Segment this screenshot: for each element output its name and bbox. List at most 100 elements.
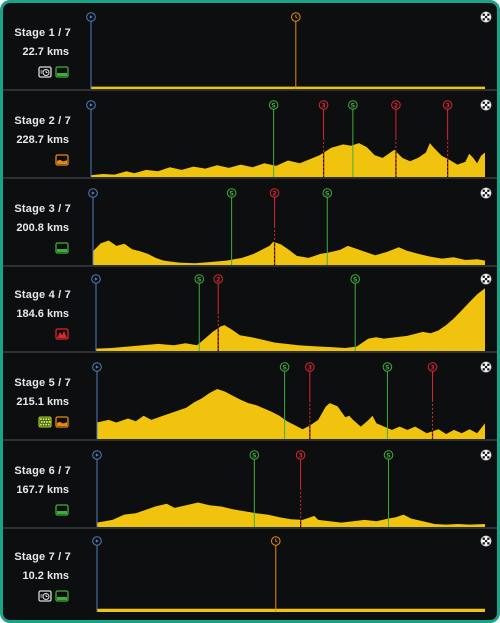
stage-name: Stage 1 / 7 (14, 27, 71, 39)
stage-distance: 200.8 kms (16, 222, 69, 234)
start-icon[interactable] (88, 188, 98, 198)
sprint-marker[interactable]: S (226, 188, 237, 265)
climb-marker[interactable]: 3 (442, 100, 453, 177)
stage-row[interactable]: Stage 5 / 7 215.1 kms S 3 S 3 (3, 353, 497, 439)
stage-divider (3, 265, 497, 267)
climb-category: 2 (216, 275, 221, 283)
climb-marker[interactable]: 2 (213, 274, 224, 351)
sprint-marker[interactable]: S (279, 362, 290, 439)
sprint-marker[interactable]: S (382, 362, 393, 439)
flat-icon (55, 242, 69, 254)
stage-distance: 10.2 kms (22, 570, 69, 582)
finish-flag-icon[interactable] (480, 99, 492, 111)
climb-category: 3 (308, 363, 313, 371)
stage-name: Stage 7 / 7 (14, 551, 71, 563)
stage-row[interactable]: Stage 6 / 7 167.7 kms S 3 S (3, 441, 497, 527)
start-icon[interactable] (92, 536, 102, 546)
climb-marker[interactable]: 3 (427, 362, 438, 439)
sprint-marker[interactable]: S (249, 450, 260, 527)
stage-info: Stage 2 / 7 228.7 kms (3, 91, 83, 177)
stage-name: Stage 3 / 7 (14, 203, 71, 215)
climb-marker[interactable]: 3 (318, 100, 329, 177)
stage-row[interactable]: Stage 1 / 7 22.7 kms (3, 3, 497, 89)
sprint-marker[interactable]: S (383, 450, 394, 527)
svg-text:S: S (325, 189, 330, 197)
climb-marker[interactable]: 2 (269, 188, 280, 265)
stage-info: Stage 5 / 7 215.1 kms (3, 353, 83, 439)
climb-category: 2 (394, 101, 399, 109)
sprint-marker[interactable]: S (350, 274, 360, 351)
stage-row[interactable]: Stage 4 / 7 184.6 kms S 2 S (3, 265, 497, 351)
svg-text:S: S (252, 451, 257, 459)
stage-distance: 22.7 kms (22, 46, 69, 58)
time-trial-icon (38, 66, 52, 78)
stage-row[interactable]: Stage 3 / 7 200.8 kms S 2 S (3, 179, 497, 265)
stage-name: Stage 4 / 7 (14, 289, 71, 301)
profile-fill (91, 143, 485, 177)
stage-name: Stage 2 / 7 (14, 115, 71, 127)
svg-text:S: S (282, 363, 287, 371)
stage-type-icons (55, 504, 69, 516)
elevation-profile: S 2 S (88, 187, 492, 265)
cobbles-icon (38, 416, 52, 428)
profile-fill (91, 86, 485, 89)
elevation-profile: S 3 S (92, 449, 492, 527)
climb-marker[interactable]: 2 (391, 100, 401, 177)
finish-flag-icon[interactable] (480, 273, 492, 285)
finish-flag-icon[interactable] (480, 449, 492, 461)
hilly-icon (55, 416, 69, 428)
stage-type-icons (55, 242, 69, 254)
start-icon[interactable] (86, 100, 96, 110)
profile-fill (97, 389, 485, 439)
stage-divider (3, 351, 497, 353)
climb-category: 2 (272, 189, 277, 197)
stage-info: Stage 7 / 7 10.2 kms (3, 527, 83, 613)
stage-name: Stage 6 / 7 (14, 465, 71, 477)
time-check-marker[interactable] (291, 12, 301, 89)
climb-category: 3 (430, 363, 435, 371)
stage-distance: 184.6 kms (16, 308, 69, 320)
sprint-marker[interactable]: S (322, 188, 333, 265)
start-icon[interactable] (91, 274, 101, 284)
time-trial-icon (38, 590, 52, 602)
sprint-marker[interactable]: S (194, 274, 205, 351)
mountain-icon (55, 328, 69, 340)
stage-divider (3, 177, 497, 179)
hilly-icon (55, 154, 69, 166)
stage-type-icons (55, 328, 69, 340)
profile-fill (93, 240, 485, 265)
time-check-marker[interactable] (270, 536, 281, 612)
sprint-marker[interactable]: S (268, 100, 279, 177)
stage-info: Stage 3 / 7 200.8 kms (3, 179, 83, 265)
flat-icon (55, 66, 69, 78)
stage-info: Stage 4 / 7 184.6 kms (3, 265, 83, 351)
start-icon[interactable] (92, 450, 102, 460)
elevation-profile: S 3 S 2 3 (86, 99, 492, 177)
stage-info: Stage 1 / 7 22.7 kms (3, 3, 83, 89)
profile-fill (97, 608, 485, 612)
stage-divider (3, 439, 497, 441)
svg-text:S: S (385, 363, 390, 371)
flat-icon (55, 590, 69, 602)
stage-row[interactable]: Stage 2 / 7 228.7 kms S 3 S 2 3 (3, 91, 497, 177)
finish-flag-icon[interactable] (480, 187, 492, 199)
sprint-marker[interactable]: S (348, 100, 358, 177)
finish-flag-icon[interactable] (480, 361, 492, 373)
finish-flag-icon[interactable] (480, 11, 492, 23)
climb-marker[interactable]: 3 (295, 450, 306, 527)
start-icon[interactable] (92, 362, 102, 372)
stage-distance: 228.7 kms (16, 134, 69, 146)
profile-fill (97, 502, 485, 527)
finish-flag-icon[interactable] (480, 535, 492, 547)
stage-row[interactable]: Stage 7 / 7 10.2 kms (3, 527, 497, 613)
climb-marker[interactable]: 3 (305, 362, 315, 439)
svg-text:S: S (386, 451, 391, 459)
stage-divider (3, 89, 497, 91)
stage-type-icons (38, 66, 69, 78)
elevation-profile: S 2 S (91, 273, 492, 351)
stage-type-icons (55, 154, 69, 166)
svg-text:S: S (351, 101, 356, 109)
elevation-profile (86, 11, 492, 89)
start-icon[interactable] (86, 12, 96, 22)
